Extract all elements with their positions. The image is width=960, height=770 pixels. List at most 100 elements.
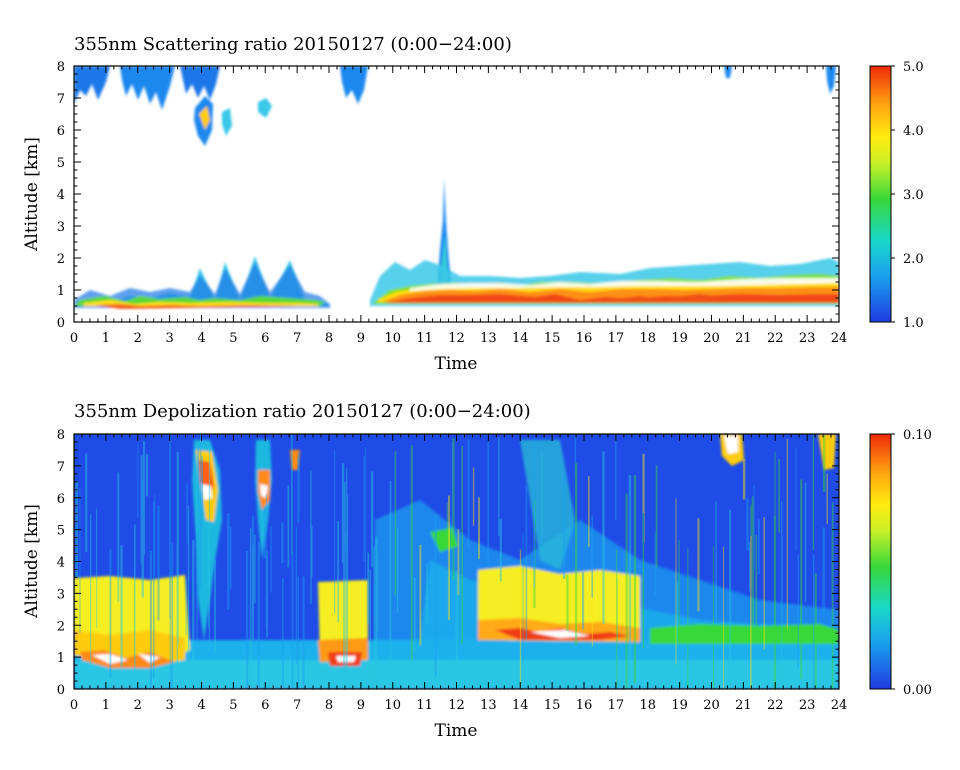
chart2-streak <box>337 520 340 623</box>
chart2-xtick-label: 22 <box>767 698 784 713</box>
chart1-ytick-label: 0 <box>57 316 65 331</box>
chart2-streak <box>581 571 585 630</box>
chart1-colorbar-ticks: 1.0 2.0 3.0 4.0 5.0 <box>891 60 924 331</box>
chart2-axes: 0 1 2 3 4 5 6 7 8 9 10 11 12 13 14 15 16 17 18 19 20 21 22 23 24… <box>57 428 848 713</box>
chart2-streak <box>85 453 88 553</box>
chart2-streak <box>246 551 249 689</box>
chart2-streak <box>310 526 313 578</box>
chart1-ytick-label: 8 <box>57 60 65 75</box>
chart2-streak <box>297 576 299 689</box>
chart2-streak <box>152 502 155 679</box>
chart2-streak <box>253 534 256 604</box>
chart2-streak <box>133 524 136 689</box>
chart1-ytick-label: 1 <box>57 284 65 299</box>
chart2-streak <box>522 533 524 662</box>
chart2-streak <box>831 502 834 689</box>
chart2-streak <box>452 438 455 580</box>
chart2-streak <box>96 508 98 629</box>
chart2-colorbar-ticks: 0.00 0.10 <box>891 428 932 698</box>
chart2-streak <box>616 578 618 689</box>
chart2-streak <box>257 542 260 689</box>
chart2-streak <box>812 435 815 551</box>
chart2-colorbar-label: 0.10 <box>903 428 932 443</box>
chart2-streak <box>291 551 294 689</box>
chart2-streak <box>814 573 817 689</box>
chart2-streak <box>249 558 251 629</box>
chart1-xtick-label: 19 <box>671 331 688 346</box>
chart2-xtick-label: 8 <box>325 698 333 713</box>
chart1-ytick-label: 2 <box>57 252 65 267</box>
chart2-streak <box>746 498 749 551</box>
chart2-streak <box>208 441 210 651</box>
chart2-streak <box>602 451 605 625</box>
chart2-xtick-label: 14 <box>512 698 529 713</box>
chart2-streak <box>154 494 156 575</box>
chart1-boundary-layer-late <box>370 258 839 306</box>
chart2-streak <box>90 514 92 689</box>
chart1-xtick-label: 6 <box>261 331 269 346</box>
chart2-xtick-label: 6 <box>261 698 269 713</box>
chart2-streak <box>587 476 590 547</box>
chart1-ytick-label: 6 <box>57 124 65 139</box>
chart2-streak <box>346 468 348 562</box>
chart2-streak <box>591 515 594 598</box>
chart2-streak <box>171 543 174 689</box>
chart2-streaks <box>75 434 839 689</box>
chart2-xtick-label: 13 <box>480 698 497 713</box>
chart2-streak <box>712 546 715 689</box>
chart2-streak <box>214 559 216 653</box>
chart2-ytick-label: 3 <box>57 587 65 602</box>
chart2-streak <box>533 499 536 608</box>
chart2-streak <box>176 542 178 689</box>
chart2-streak <box>229 527 232 589</box>
chart2-colorbar <box>869 433 892 690</box>
chart2-streak <box>140 455 143 564</box>
chart2-streak <box>141 479 144 598</box>
chart2-streak <box>297 457 300 523</box>
chart1-xtick-label: 0 <box>70 331 78 346</box>
chart2-streak <box>687 548 689 689</box>
chart1-ytick-label: 5 <box>57 156 65 171</box>
chart1-xlabel: Time <box>435 354 478 374</box>
chart2-streak <box>227 513 230 610</box>
chart1-xtick-label: 23 <box>799 331 816 346</box>
chart2-streak <box>795 447 797 551</box>
chart2-xtick-label: 17 <box>608 698 625 713</box>
chart2-streak <box>457 528 460 596</box>
chart2-streak <box>628 475 632 689</box>
chart2-streak <box>449 518 451 579</box>
chart2-streak <box>109 549 112 678</box>
chart2-ytick-label: 6 <box>57 492 65 507</box>
chart2-streak <box>201 456 203 527</box>
chart1-ytick-label: 3 <box>57 220 65 235</box>
chart2-streak <box>755 534 758 640</box>
chart2-streak <box>498 437 500 536</box>
chart2-streak <box>263 506 266 559</box>
chart2-streak <box>562 474 566 579</box>
chart2-streak <box>642 453 645 543</box>
chart2-xtick-label: 12 <box>448 698 465 713</box>
chart2-streak <box>831 532 833 601</box>
chart2-colorbar-label: 0.00 <box>903 683 932 698</box>
chart1-ytick-label: 7 <box>57 92 65 107</box>
chart2-streak <box>742 459 746 500</box>
chart2-streak <box>541 451 543 538</box>
chart2-streak <box>376 558 379 631</box>
chart2-streak <box>142 441 145 556</box>
chart2-streak <box>251 516 255 616</box>
chart2-streak <box>208 535 210 629</box>
chart2-streak <box>186 483 188 544</box>
chart2-streak <box>373 546 376 689</box>
chart2-xtick-label: 24 <box>831 698 848 713</box>
chart2-streak <box>334 449 336 614</box>
chart2-streak <box>270 526 272 593</box>
chart2-streak <box>117 472 120 602</box>
chart2-streak <box>370 471 374 568</box>
chart1-xtick-label: 12 <box>448 331 465 346</box>
chart2-xtick-label: 19 <box>671 698 688 713</box>
chart2-streak <box>281 522 284 564</box>
chart1-xtick-label: 10 <box>384 331 401 346</box>
chart2-xtick-label: 18 <box>639 698 656 713</box>
chart1-xtick-label: 15 <box>544 331 561 346</box>
